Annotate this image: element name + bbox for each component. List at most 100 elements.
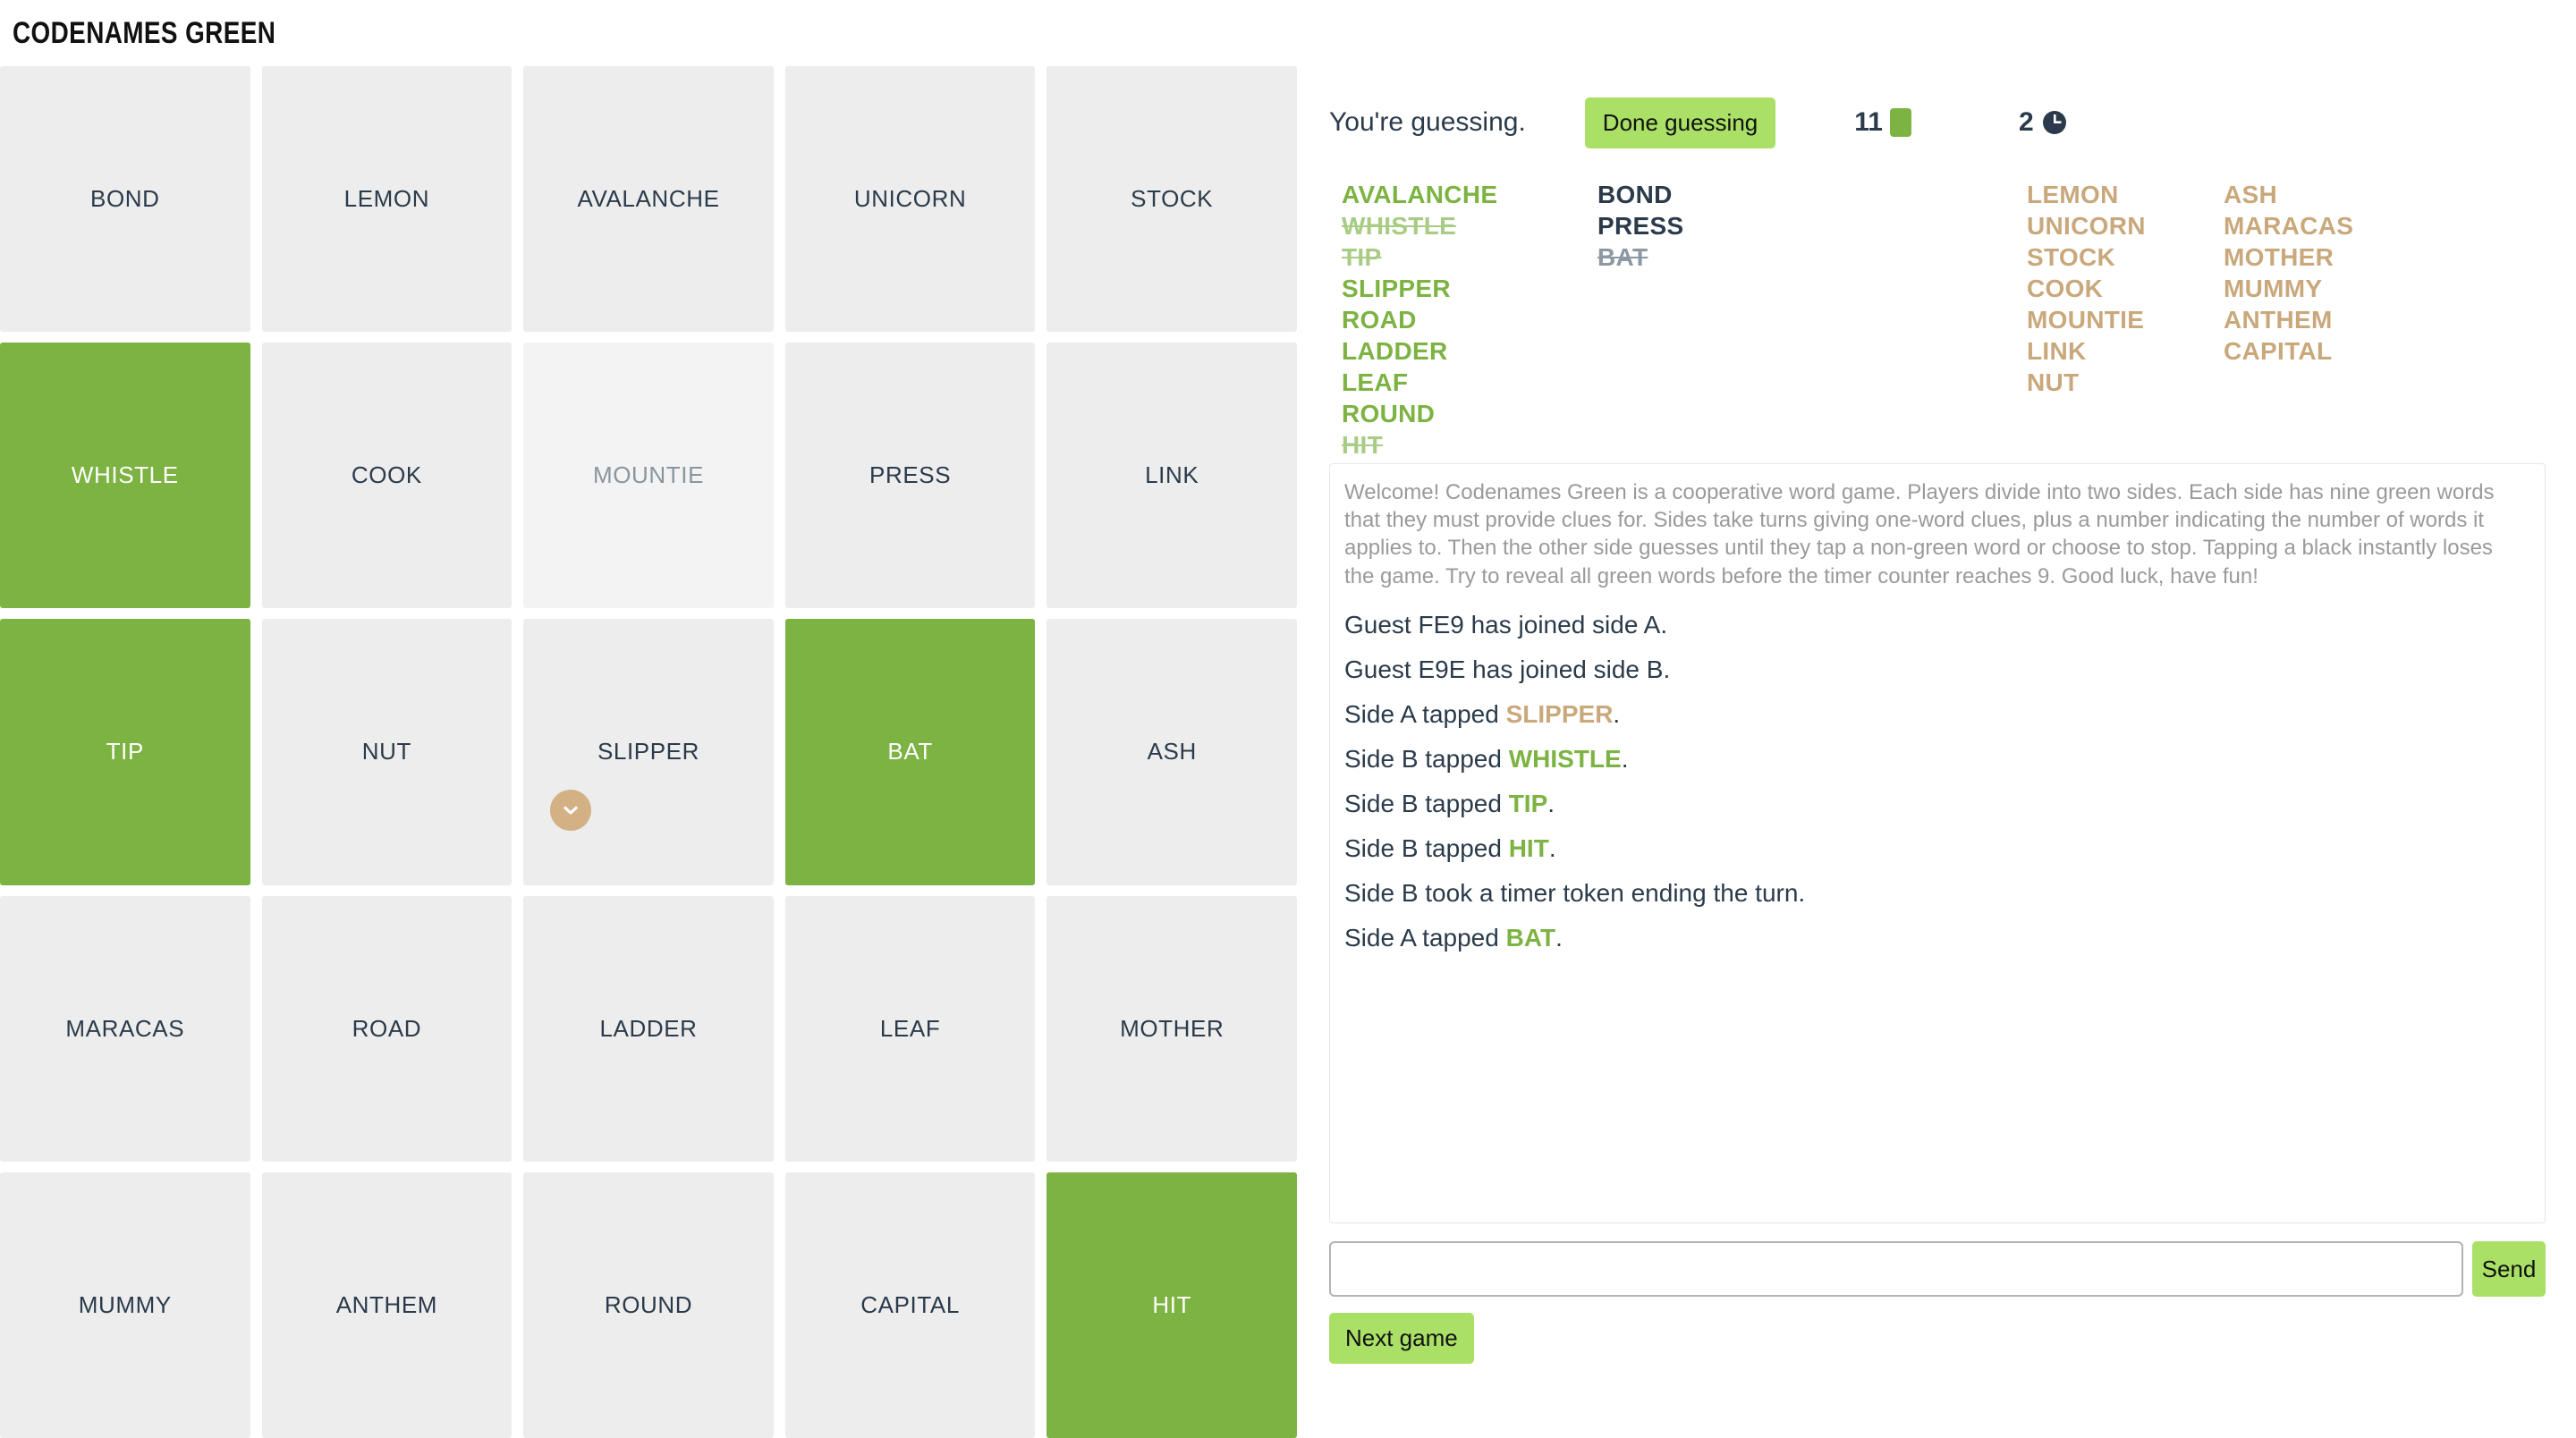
board-tile[interactable]: LEMON (261, 66, 513, 333)
board-tile[interactable]: MOTHER (1046, 895, 1297, 1162)
board-tile[interactable]: WHISTLE (0, 343, 250, 609)
board-tile[interactable]: PRESS (784, 343, 1036, 609)
page-title: CODENAMES GREEN (13, 15, 276, 50)
board-tile-label: MOUNTIE (592, 461, 705, 489)
board-tile[interactable]: ASH (1046, 619, 1297, 885)
message-input[interactable] (1329, 1241, 2463, 1297)
word-column-tan-2: ASH MARACAS MOTHER MUMMY ANTHEM CAPITAL (2224, 179, 2456, 447)
log-line-prefix: Side B tapped (1344, 833, 1509, 862)
timer-count-value: 2 (2018, 107, 2034, 137)
message-composer: Send (1329, 1241, 2546, 1297)
board-tile-label: TIP (106, 738, 144, 766)
board-tile-label: COOK (351, 461, 422, 489)
board-tile-label: PRESS (869, 461, 952, 489)
clue-word: SLIPPER (1342, 275, 1451, 302)
log-line: Side A tapped SLIPPER. (1344, 692, 2527, 737)
green-count-value: 11 (1854, 107, 1883, 137)
log-line-prefix: Side B tapped (1344, 744, 1509, 773)
log-line: Side B tapped WHISTLE. (1344, 737, 2527, 782)
timer-token-counter: 2 (2019, 107, 2068, 138)
clue-word: LADDER (1342, 337, 1448, 365)
board-tile-label: HIT (1152, 1290, 1192, 1318)
log-line: Guest E9E has joined side B. (1344, 647, 2527, 692)
board-tile[interactable]: CAPITAL (784, 1172, 1036, 1438)
board-tile-label: ROAD (352, 1014, 422, 1042)
clue-word: AVALANCHE (1342, 181, 1498, 208)
log-line-word: BAT (1505, 923, 1556, 952)
board-tile[interactable]: ROAD (261, 895, 513, 1162)
chevron-down-icon[interactable] (549, 789, 591, 831)
board-tile-label: LEMON (343, 185, 430, 213)
clue-word: ASH (2224, 181, 2278, 208)
board-tile-label: ANTHEM (335, 1290, 438, 1318)
log-line-list: Guest FE9 has joined side A. Guest E9E ha… (1344, 603, 2527, 960)
chat-log[interactable]: Welcome! Codenames Green is a cooperativ… (1329, 463, 2546, 1223)
log-line-word: SLIPPER (1505, 699, 1614, 728)
board-tile[interactable]: HIT (1046, 1172, 1297, 1438)
log-line-word: WHISTLE (1508, 744, 1622, 773)
clue-word: LEAF (1342, 368, 1409, 396)
board-tile[interactable]: UNICORN (784, 66, 1036, 333)
board-tile[interactable]: MARACAS (0, 895, 250, 1162)
board-tile[interactable]: BAT (784, 619, 1036, 885)
clue-word: BOND (1597, 181, 1673, 208)
log-line-suffix: . (1548, 833, 1556, 862)
board-tile-label: SLIPPER (597, 738, 699, 766)
clue-word: NUT (2027, 368, 2080, 396)
board-tile[interactable]: STOCK (1046, 66, 1297, 333)
log-line-word: HIT (1508, 833, 1549, 862)
clue-word: COOK (2027, 275, 2104, 302)
next-game-button[interactable]: Next game (1329, 1313, 1474, 1364)
log-line-prefix: Side A tapped (1344, 923, 1506, 952)
board-tile-label: BOND (90, 185, 160, 213)
clue-word: ROAD (1342, 306, 1417, 334)
log-line: Side B took a timer token ending the tur… (1344, 871, 2527, 916)
log-line: Guest FE9 has joined side A. (1344, 603, 2527, 647)
green-remaining-counter: 11 (1854, 107, 1911, 138)
welcome-message: Welcome! Codenames Green is a cooperativ… (1344, 480, 2495, 588)
board-tile-label: UNICORN (853, 185, 967, 213)
clue-word: BAT (1597, 243, 1648, 271)
board-tile-label: LEAF (879, 1014, 941, 1042)
log-line-prefix: Side B tapped (1344, 789, 1509, 817)
word-column-tan-1: LEMON UNICORN STOCK COOK MOUNTIE LINK NUT (2027, 179, 2224, 447)
board-tile[interactable]: LADDER (523, 895, 774, 1162)
board-tile-label: AVALANCHE (577, 185, 720, 213)
clue-word: MOTHER (2224, 243, 2334, 271)
board-tile[interactable]: SLIPPER (523, 619, 774, 885)
board-tile-label: BAT (887, 738, 933, 766)
log-line-prefix: Side B took a timer token ending the tur… (1344, 878, 1806, 907)
board-tile[interactable]: ANTHEM (261, 1172, 513, 1438)
clue-word: LEMON (2027, 181, 2119, 208)
log-line-prefix: Side A tapped (1344, 699, 1506, 728)
board-tile[interactable]: LINK (1046, 343, 1297, 609)
board-tile[interactable]: BOND (0, 66, 250, 333)
clue-word: UNICORN (2027, 212, 2146, 240)
log-line-suffix: . (1555, 923, 1563, 952)
board-tile[interactable]: MUMMY (0, 1172, 250, 1438)
board-tile[interactable]: LEAF (784, 895, 1036, 1162)
log-line-suffix: . (1547, 789, 1555, 817)
log-line-prefix: Guest E9E has joined side B. (1344, 655, 1671, 683)
clue-word: MARACAS (2224, 212, 2354, 240)
board-tile[interactable]: COOK (261, 343, 513, 609)
board-tile[interactable]: AVALANCHE (523, 66, 774, 333)
log-line-suffix: . (1621, 744, 1629, 773)
log-line: Side B tapped TIP. (1344, 782, 2527, 826)
board-tile-label: STOCK (1131, 185, 1214, 213)
board-tile[interactable]: MOUNTIE (523, 343, 774, 609)
done-guessing-button[interactable]: Done guessing (1584, 97, 1776, 148)
board-tile[interactable]: TIP (0, 619, 250, 885)
board-tile-label: NUT (361, 738, 412, 766)
status-bar: You're guessing. Done guessing 11 2 (1329, 89, 2546, 156)
board-tile-label: MARACAS (65, 1014, 185, 1042)
board-tile[interactable]: ROUND (523, 1172, 774, 1438)
clue-word: LINK (2027, 337, 2087, 365)
clue-word: TIP (1342, 243, 1382, 271)
green-square-icon (1889, 108, 1911, 137)
word-column-green: AVALANCHE WHISTLE TIP SLIPPER ROAD LADDER LEAF… (1329, 179, 1597, 459)
board-tile[interactable]: NUT (261, 619, 513, 885)
board-tile-label: MOTHER (1120, 1014, 1224, 1042)
send-button[interactable]: Send (2472, 1241, 2546, 1297)
log-line: Side A tapped BAT. (1344, 916, 2527, 960)
